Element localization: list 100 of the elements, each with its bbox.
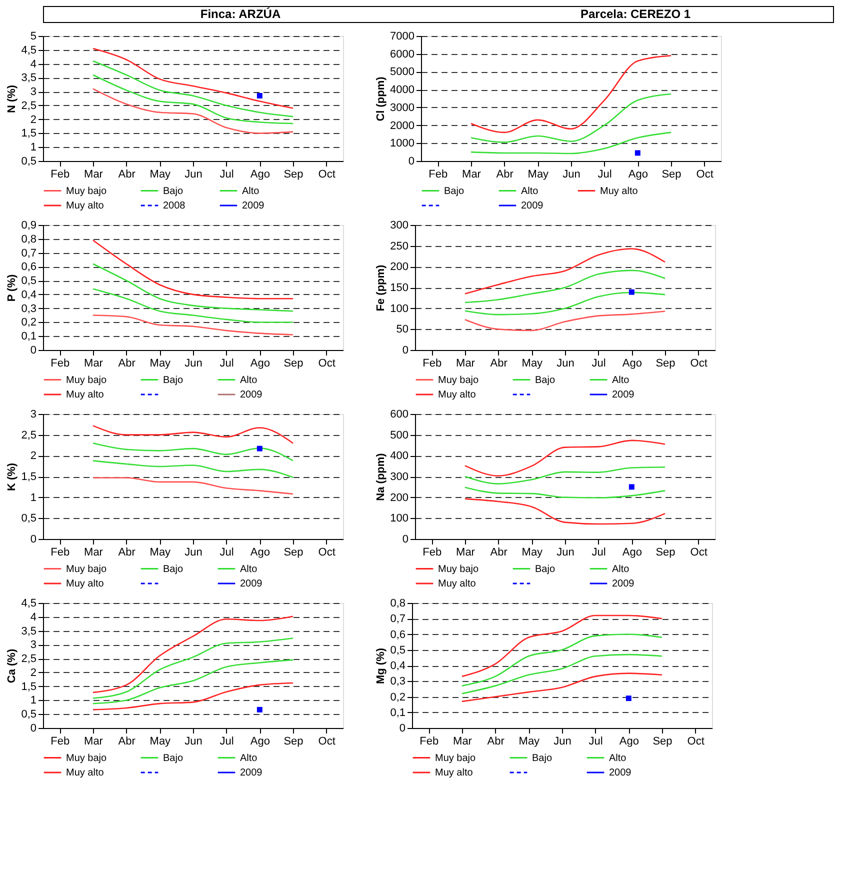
x-tick-label: Oct — [696, 168, 714, 180]
x-tick-label: Jul — [598, 168, 612, 180]
x-tick-label: Abr — [496, 168, 514, 180]
x-tick-label: Sep — [284, 736, 304, 748]
x-tick-label: Sep — [656, 358, 676, 370]
y-tick-label: 2,5 — [21, 653, 36, 666]
legend-label: 2009 — [242, 200, 265, 212]
x-tick-label: Jul — [220, 736, 234, 748]
x-tick-label: Abr — [118, 358, 136, 370]
legend-label: Muy alto — [438, 578, 476, 590]
x-tick-label: Mar — [84, 546, 104, 558]
x-tick-label: Oct — [687, 736, 704, 748]
x-tick-label: Ago — [619, 736, 639, 748]
y-axis-title: N (%) — [6, 84, 18, 114]
y-tick-label: 500 — [390, 429, 408, 442]
y-tick-label: 0,5 — [21, 512, 36, 525]
y-tick-label: 0 — [408, 156, 414, 168]
y-tick-label: 2,5 — [21, 100, 36, 112]
x-tick-label: Ago — [250, 736, 270, 748]
x-tick-label: May — [522, 546, 544, 558]
line-series — [461, 614, 663, 678]
line-series — [464, 486, 666, 498]
y-tick-label: 0,4 — [390, 660, 406, 672]
legend-label: Bajo — [163, 564, 184, 575]
legend-label: Alto — [612, 564, 630, 575]
x-tick-label: Jun — [184, 546, 202, 558]
y-tick-label: 300 — [390, 471, 408, 483]
y-tick-label: 3 — [30, 86, 36, 98]
line-series — [464, 466, 666, 484]
legend-label: Alto — [521, 186, 539, 197]
legend-label: Muy alto — [435, 768, 474, 778]
x-tick-label: Feb — [422, 358, 442, 370]
legend-label: Alto — [612, 374, 630, 386]
legend-label: Muy bajo — [66, 752, 108, 764]
y-tick-label: 0,2 — [390, 691, 406, 704]
x-tick-label: May — [518, 736, 540, 748]
x-tick-label: Jul — [220, 168, 234, 180]
y-tick-label: 300 — [390, 220, 408, 232]
y-tick-label: 2 — [30, 666, 36, 679]
line-series — [92, 60, 294, 118]
x-tick-label: Mar — [456, 546, 476, 558]
y-tick-label: 200 — [390, 492, 408, 504]
legend-label: Muy bajo — [66, 186, 108, 197]
y-tick-label: 5000 — [390, 66, 414, 78]
x-tick-label: Sep — [652, 736, 672, 748]
x-tick-label: Oct — [318, 168, 336, 180]
x-tick-label: Mar — [453, 736, 472, 748]
x-tick-label: May — [150, 358, 172, 370]
line-series — [92, 314, 294, 336]
legend-label: Muy alto — [66, 578, 104, 590]
x-tick-label: Jul — [588, 736, 603, 748]
y-axis-title: Mg (%) — [375, 648, 388, 684]
legend-label: Bajo — [535, 564, 556, 575]
x-tick-label: Feb — [428, 168, 448, 180]
line-series — [92, 74, 294, 124]
legend-label: Alto — [240, 564, 258, 575]
y-tick-label: 0,2 — [21, 316, 36, 329]
x-tick-label: Sep — [284, 168, 304, 180]
y-tick-label: 1,5 — [21, 680, 36, 693]
line-series — [464, 440, 666, 477]
legend-label: Muy alto — [66, 768, 104, 778]
y-tick-label: 4000 — [390, 84, 414, 96]
y-tick-label: 0,3 — [390, 676, 406, 688]
legend-label: Alto — [240, 752, 258, 764]
x-tick-label: Jun — [184, 358, 202, 370]
legend-label: Bajo — [163, 186, 184, 197]
x-tick-label: Jun — [184, 168, 202, 180]
y-tick-label: 100 — [390, 512, 408, 525]
legend-label: 2009 — [612, 578, 635, 590]
y-tick-label: 0,1 — [21, 330, 36, 343]
x-tick-label: Oct — [318, 546, 336, 558]
legend-label: Muy bajo — [66, 564, 108, 575]
line-series — [92, 88, 294, 134]
line-series — [470, 54, 672, 134]
x-tick-label: Sep — [656, 546, 676, 558]
x-tick-label: Ago — [622, 546, 642, 558]
y-tick-label: 1 — [30, 142, 36, 154]
y-tick-label: 0,6 — [390, 628, 406, 641]
line-series — [464, 248, 666, 294]
x-tick-label: Jul — [592, 358, 606, 370]
line-series — [92, 659, 294, 704]
legend-label: 2009 — [612, 390, 635, 400]
x-tick-label: Oct — [690, 546, 708, 558]
x-tick-label: Feb — [422, 546, 442, 558]
x-tick-label: May — [150, 736, 172, 748]
y-tick-label: 3 — [30, 639, 36, 652]
text: Finca: ARZÚA — [200, 7, 281, 21]
x-tick-label: Sep — [662, 168, 682, 180]
y-tick-label: 2 — [30, 114, 36, 126]
legend-label: Bajo — [444, 186, 464, 197]
y-tick-label: 0,8 — [390, 598, 406, 610]
x-tick-label: Feb — [50, 358, 70, 370]
line-series — [92, 48, 294, 109]
legend-label: 2009 — [240, 390, 263, 400]
line-series — [92, 682, 294, 710]
y-tick-label: 3 — [30, 408, 36, 420]
y-tick-label: 0,8 — [21, 233, 36, 246]
x-tick-label: May — [522, 358, 544, 370]
y-tick-label: 50 — [396, 324, 408, 336]
x-tick-label: Oct — [318, 358, 336, 370]
